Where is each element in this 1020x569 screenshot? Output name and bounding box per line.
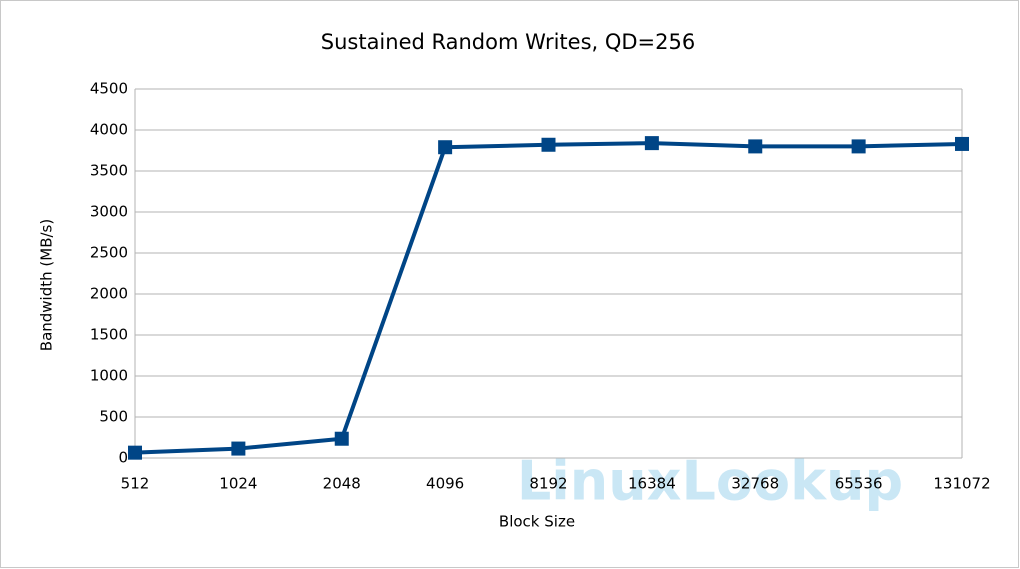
y-tick-label: 500	[99, 408, 128, 426]
point-marker	[334, 431, 349, 446]
x-tick-label: 512	[121, 475, 150, 493]
y-tick-label: 4500	[90, 80, 128, 98]
chart-title: Sustained Random Writes, QD=256	[321, 30, 695, 54]
point-marker	[438, 140, 453, 155]
x-tick-label: 2048	[323, 475, 361, 493]
y-tick-label: 1000	[90, 367, 128, 385]
y-tick-label: 0	[118, 449, 128, 467]
y-tick-label: 2000	[90, 285, 128, 303]
x-axis-label: Block Size	[499, 513, 575, 531]
y-tick-label: 2500	[90, 244, 128, 262]
watermark: LinuxLookup	[517, 450, 903, 513]
point-marker	[128, 445, 142, 460]
x-tick-label: 4096	[426, 475, 464, 493]
y-tick-label: 3000	[90, 203, 128, 221]
point-marker	[748, 139, 763, 154]
point-marker	[231, 441, 246, 456]
x-tick-label: 1024	[219, 475, 257, 493]
point-marker	[851, 139, 866, 154]
y-tick-label: 1500	[90, 326, 128, 344]
x-tick-label: 131072	[933, 475, 990, 493]
x-tick-label: 32768	[731, 475, 779, 493]
y-tick-label: 3500	[90, 162, 128, 180]
y-tick-label: 4000	[90, 121, 128, 139]
point-marker	[541, 137, 556, 152]
x-tick-label: 16384	[628, 475, 676, 493]
point-marker	[955, 136, 969, 151]
x-tick-label: 65536	[835, 475, 883, 493]
point-marker	[644, 136, 659, 151]
y-axis-label: Bandwidth (MB/s)	[38, 219, 56, 351]
x-tick-label: 8192	[529, 475, 567, 493]
